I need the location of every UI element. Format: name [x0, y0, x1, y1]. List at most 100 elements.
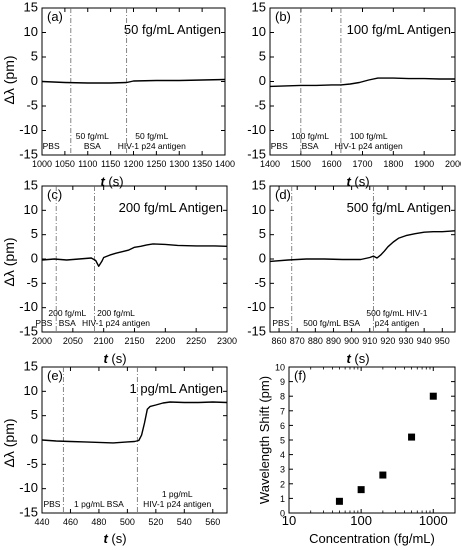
x-tick-label: 930	[399, 336, 414, 346]
x-tick-label: 920	[380, 336, 395, 346]
region-label: 1 pg/mL	[162, 489, 193, 499]
x-axis-label: t (s)	[346, 174, 369, 189]
y-tick-label: 5	[31, 407, 38, 422]
panel-title: 200 fg/mL Antigen	[119, 200, 223, 215]
y-tick-label: -5	[26, 456, 38, 471]
region-label: PBS	[35, 318, 52, 328]
panel-c: -15 -10 -5 0 5 10 15 2000 2050 2100 2150 2200 2250 23…	[1, 178, 237, 367]
data-point	[357, 486, 365, 494]
x-tick-label: 480	[91, 517, 106, 527]
x-tick-label: 540	[177, 517, 192, 527]
y-tick-label: 9	[280, 377, 285, 387]
x-tick-label: 2200	[155, 336, 175, 346]
y-tick-label: -10	[247, 299, 266, 314]
region-label: HIV-1 p24 antigen	[118, 141, 186, 151]
x-tick-label: 1000	[419, 513, 448, 528]
x-axis-label: t (s)	[103, 351, 126, 366]
x-tick-label: 1250	[146, 159, 166, 169]
panel-label: (c)	[47, 187, 62, 202]
x-tick-label: 1700	[352, 159, 372, 169]
y-tick-label: 2	[280, 479, 285, 489]
panel-title: 500 fg/mL Antigen	[347, 200, 451, 215]
x-tick-label: 900	[344, 336, 359, 346]
x-axis-var: t	[346, 351, 351, 366]
x-axis-label: t (s)	[100, 174, 123, 189]
x-axis-var: t	[100, 174, 105, 189]
panel-f: 0 1 2 3 4 5 6 7 8 9 10 10 100 1000 (f) Concentration (f…	[257, 363, 456, 546]
y-tick-label: 10	[275, 363, 285, 373]
x-tick-label: 860	[272, 336, 287, 346]
region-label: HIV-1 p24 antigen	[82, 318, 150, 328]
panel-e: -15 -10 -5 0 5 10 15 440 460 480 500 520 540 560 (e) 1 …	[1, 359, 228, 546]
y-tick-label: 0	[280, 509, 285, 519]
region-label: 200 fg/mL	[48, 308, 86, 318]
x-tick-label: 2100	[94, 336, 114, 346]
y-tick-label: 15	[24, 359, 38, 374]
x-axis-label: t (s)	[103, 531, 126, 546]
y-tick-label: 8	[280, 392, 285, 402]
x-tick-label: 1400	[260, 159, 280, 169]
region-label: PBS	[43, 141, 60, 151]
y-tick-label: 0	[259, 251, 266, 266]
x-tick-label: 1050	[55, 159, 75, 169]
x-tick-label: 880	[308, 336, 323, 346]
region-label: 500 fg/mL BSA	[303, 318, 360, 328]
panel-label: (d)	[275, 187, 291, 202]
y-tick-label: -5	[254, 275, 266, 290]
x-tick-label: 520	[148, 517, 163, 527]
y-tick-label: -10	[247, 122, 266, 137]
panel-label: (e)	[47, 368, 63, 383]
x-tick-label: 1100	[78, 159, 97, 169]
x-tick-label: 500	[120, 517, 135, 527]
x-axis-var: t	[103, 531, 108, 546]
y-tick-label: 10	[24, 202, 38, 217]
x-axis-label: Concentration (fg/mL)	[309, 531, 435, 546]
region-label: BSA	[302, 141, 319, 151]
region-label: PBS	[272, 318, 289, 328]
region-label: BSA	[84, 141, 101, 151]
y-tick-label: -15	[247, 324, 266, 339]
y-tick-label: 5	[259, 49, 266, 64]
x-tick-label: 2050	[63, 336, 83, 346]
y-axis-label: Δλ (pm)	[1, 55, 17, 104]
x-tick-label: 1150	[101, 159, 120, 169]
y-tick-label: 0	[31, 251, 38, 266]
region-label: HIV-1 p24 antigen	[335, 141, 403, 151]
x-tick-label: 460	[63, 517, 78, 527]
y-tick-label: -15	[19, 324, 38, 339]
y-tick-label: 4	[280, 450, 285, 460]
x-tick-label: 870	[290, 336, 305, 346]
y-axis-label: Δλ (pm)	[1, 418, 17, 467]
region-label: PBS	[43, 499, 60, 509]
region-label: 200 fg/mL	[97, 308, 135, 318]
x-tick-label: 1900	[414, 159, 434, 169]
x-tick-label: 890	[326, 336, 341, 346]
x-tick-label: 1350	[192, 159, 212, 169]
y-tick-label: 15	[24, 0, 38, 15]
y-tick-label: 5	[31, 226, 38, 241]
y-tick-label: -5	[26, 98, 38, 113]
region-label: 500 fg/mL HIV-1	[366, 308, 427, 318]
y-tick-label: -15	[247, 147, 266, 162]
x-tick-label: 1500	[291, 159, 311, 169]
y-tick-label: 10	[24, 24, 38, 39]
y-tick-label: 0	[31, 73, 38, 88]
panel-label: (b)	[275, 9, 291, 24]
y-tick-label: -10	[19, 122, 38, 137]
x-tick-label: 950	[435, 336, 450, 346]
x-tick-label: 10	[282, 513, 296, 528]
x-axis-unit: (s)	[351, 351, 370, 366]
y-tick-label: 15	[252, 0, 266, 15]
x-tick-label: 2150	[124, 336, 144, 346]
region-label: p24 antigen	[375, 318, 420, 328]
region-label: BSA	[59, 318, 76, 328]
series-line	[41, 243, 228, 267]
x-tick-label: 910	[362, 336, 377, 346]
region-label: 50 fg/mL	[76, 131, 109, 141]
y-tick-label: 5	[259, 226, 266, 241]
y-tick-label: 1	[280, 494, 285, 504]
series-line	[41, 78, 226, 84]
panel-label: (a)	[47, 9, 63, 24]
